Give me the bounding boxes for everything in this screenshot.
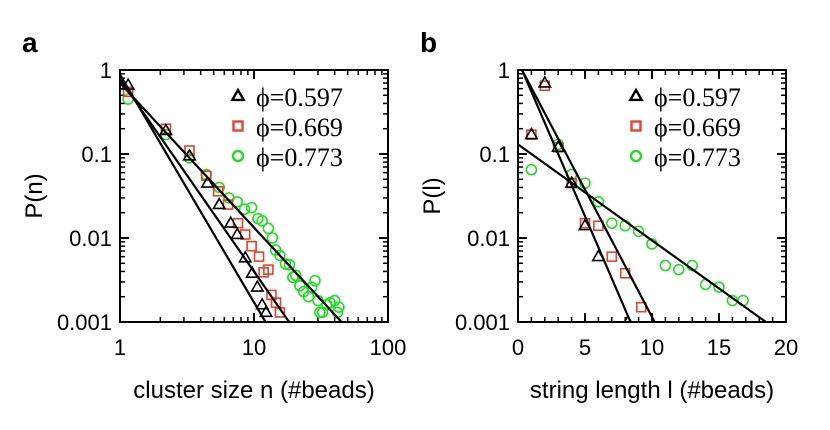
x-tick-label: 20 xyxy=(774,335,798,360)
panel-a: a 1 10 100 1 0.1 0.01 0.001 cluster size n (#bea… xyxy=(21,27,406,404)
x-tick-label: 1 xyxy=(114,335,126,360)
data-point-circle xyxy=(713,281,725,293)
x-tick-label: 10 xyxy=(242,335,266,360)
y-tick-label: 0.001 xyxy=(57,310,112,335)
x-axis-title: string length l (#beads) xyxy=(530,377,774,404)
data-layer xyxy=(120,74,345,322)
data-point-triangle xyxy=(223,215,238,228)
x-tick-label: 15 xyxy=(707,335,731,360)
data-point-triangle xyxy=(250,279,265,292)
data-point-triangle xyxy=(230,226,245,240)
data-point-circle xyxy=(294,279,306,292)
data-point-circle xyxy=(256,215,268,227)
data-point-circle xyxy=(525,163,538,176)
legend-label: ϕ=0.597 xyxy=(256,83,343,112)
data-point-circle xyxy=(266,232,279,244)
legend-marker-circle xyxy=(231,149,245,163)
data-point-square xyxy=(212,185,224,197)
legend-marker-triangle xyxy=(230,87,246,102)
x-tick-label: 100 xyxy=(370,335,407,360)
data-point-square xyxy=(606,251,618,262)
legend-label: ϕ=0.597 xyxy=(654,83,741,112)
y-tick-label: 0.1 xyxy=(81,142,112,167)
legend-marker-circle xyxy=(629,149,643,163)
fit-line xyxy=(518,143,767,322)
data-point-circle xyxy=(238,203,251,216)
legend-label: ϕ=0.669 xyxy=(654,113,741,142)
data-point-circle xyxy=(659,259,672,272)
fit-line xyxy=(120,78,291,322)
data-point-circle xyxy=(672,263,685,276)
y-tick-label: 1 xyxy=(498,58,510,83)
data-point-circle xyxy=(333,301,345,314)
fit-line xyxy=(120,74,267,322)
y-tick-label: 0.001 xyxy=(455,310,510,335)
data-point-circle xyxy=(605,217,618,230)
fit-line xyxy=(120,82,343,322)
data-point-triangle xyxy=(212,196,227,210)
data-point-circle xyxy=(287,271,299,284)
panel-b: b 0 5 10 15 20 1 0.1 0.01 0.001 string length l (#… xyxy=(419,27,798,404)
data-point-square xyxy=(184,145,195,156)
y-tick-label: 1 xyxy=(100,58,112,83)
y-axis-title: P(l) xyxy=(419,177,446,214)
data-point-triangle xyxy=(255,297,270,310)
y-tick-label: 0.01 xyxy=(69,226,112,251)
data-point-square xyxy=(263,264,274,275)
plot-frame xyxy=(119,69,389,323)
data-point-triangle xyxy=(537,75,552,88)
data-layer xyxy=(518,70,767,322)
y-tick-label: 0.01 xyxy=(467,226,510,251)
fit-line xyxy=(521,70,632,322)
data-point-circle xyxy=(274,249,286,262)
data-point-triangle xyxy=(238,250,253,263)
panel-letter: b xyxy=(420,27,437,58)
legend-label: ϕ=0.773 xyxy=(654,143,741,172)
data-point-circle xyxy=(309,274,321,287)
x-axis-title: cluster size n (#beads) xyxy=(133,377,374,404)
data-point-circle xyxy=(283,258,296,271)
legend-marker-triangle xyxy=(628,87,644,102)
panel-letter: a xyxy=(22,27,38,58)
x-tick-label: 10 xyxy=(640,335,664,360)
data-point-square xyxy=(253,251,265,262)
legend-marker-square xyxy=(232,120,244,132)
data-point-triangle xyxy=(258,304,274,318)
plot-frame xyxy=(517,69,787,323)
legend-label: ϕ=0.773 xyxy=(256,143,343,172)
data-point-triangle xyxy=(524,127,539,140)
data-point-square xyxy=(246,240,257,252)
data-point-circle xyxy=(245,201,258,214)
data-point-circle xyxy=(289,269,302,282)
legend-label: ϕ=0.669 xyxy=(256,113,343,142)
x-tick-label: 0 xyxy=(512,335,524,360)
y-axis-title: P(n) xyxy=(21,173,48,218)
data-point-circle xyxy=(632,225,645,238)
data-point-circle xyxy=(306,281,318,293)
data-point-circle xyxy=(262,222,275,235)
data-point-circle xyxy=(592,195,605,208)
legend-marker-square xyxy=(630,120,642,132)
x-tick-label: 5 xyxy=(579,335,591,360)
y-tick-label: 0.1 xyxy=(479,142,510,167)
